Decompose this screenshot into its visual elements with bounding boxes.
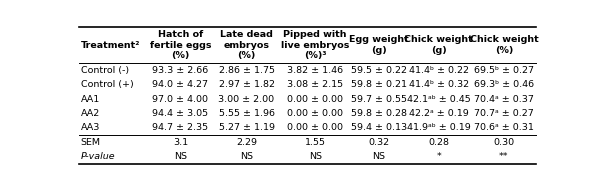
Text: Pipped with
live embryos
(%)³: Pipped with live embryos (%)³ <box>281 30 349 60</box>
Text: 0.32: 0.32 <box>368 138 389 147</box>
Text: 59.7 ± 0.55: 59.7 ± 0.55 <box>351 95 407 104</box>
Text: 2.97 ± 1.82: 2.97 ± 1.82 <box>218 80 275 89</box>
Text: 70.6ᵃ ± 0.31: 70.6ᵃ ± 0.31 <box>474 123 534 132</box>
Text: 2.29: 2.29 <box>236 138 257 147</box>
Text: 70.7ᵃ ± 0.27: 70.7ᵃ ± 0.27 <box>474 109 534 118</box>
Text: 0.00 ± 0.00: 0.00 ± 0.00 <box>287 95 343 104</box>
Text: Late dead
embryos
(%): Late dead embryos (%) <box>220 30 273 60</box>
Text: 59.5 ± 0.22: 59.5 ± 0.22 <box>351 66 407 75</box>
Text: Chick weight
(g): Chick weight (g) <box>404 35 473 55</box>
Text: 0.00 ± 0.00: 0.00 ± 0.00 <box>287 123 343 132</box>
Text: NS: NS <box>309 152 322 161</box>
Text: NS: NS <box>174 152 187 161</box>
Text: Control (-): Control (-) <box>80 66 129 75</box>
Text: SEM: SEM <box>80 138 101 147</box>
Text: 97.0 ± 4.00: 97.0 ± 4.00 <box>152 95 208 104</box>
Text: 42.1ᵃᵇ ± 0.45: 42.1ᵃᵇ ± 0.45 <box>407 95 470 104</box>
Text: 3.00 ± 2.00: 3.00 ± 2.00 <box>218 95 275 104</box>
Text: 3.82 ± 1.46: 3.82 ± 1.46 <box>287 66 343 75</box>
Text: AA3: AA3 <box>80 123 100 132</box>
Text: 94.7 ± 2.35: 94.7 ± 2.35 <box>152 123 208 132</box>
Text: 59.8 ± 0.21: 59.8 ± 0.21 <box>351 80 407 89</box>
Text: 59.4 ± 0.13: 59.4 ± 0.13 <box>351 123 407 132</box>
Text: 94.0 ± 4.27: 94.0 ± 4.27 <box>152 80 208 89</box>
Text: 0.30: 0.30 <box>493 138 514 147</box>
Text: 5.55 ± 1.96: 5.55 ± 1.96 <box>218 109 275 118</box>
Text: 70.4ᵃ ± 0.37: 70.4ᵃ ± 0.37 <box>474 95 534 104</box>
Text: 41.4ᵇ ± 0.22: 41.4ᵇ ± 0.22 <box>409 66 469 75</box>
Text: Treatment²: Treatment² <box>80 41 140 50</box>
Text: Hatch of
fertile eggs
(%): Hatch of fertile eggs (%) <box>149 30 211 60</box>
Text: 2.86 ± 1.75: 2.86 ± 1.75 <box>218 66 275 75</box>
Text: 3.08 ± 2.15: 3.08 ± 2.15 <box>287 80 343 89</box>
Text: 5.27 ± 1.19: 5.27 ± 1.19 <box>218 123 275 132</box>
Text: Control (+): Control (+) <box>80 80 133 89</box>
Text: *: * <box>436 152 441 161</box>
Text: AA1: AA1 <box>80 95 100 104</box>
Text: 1.55: 1.55 <box>305 138 326 147</box>
Text: **: ** <box>499 152 509 161</box>
Text: 93.3 ± 2.66: 93.3 ± 2.66 <box>152 66 208 75</box>
Text: 69.5ᵇ ± 0.27: 69.5ᵇ ± 0.27 <box>474 66 534 75</box>
Text: 0.00 ± 0.00: 0.00 ± 0.00 <box>287 109 343 118</box>
Text: P-value: P-value <box>80 152 115 161</box>
Text: Chick weight
(%): Chick weight (%) <box>470 35 538 55</box>
Text: AA2: AA2 <box>80 109 100 118</box>
Text: 42.2ᵃ ± 0.19: 42.2ᵃ ± 0.19 <box>409 109 469 118</box>
Text: NS: NS <box>240 152 253 161</box>
Text: 0.28: 0.28 <box>428 138 449 147</box>
Text: Egg weight
(g): Egg weight (g) <box>349 35 409 55</box>
Text: 41.4ᵇ ± 0.32: 41.4ᵇ ± 0.32 <box>409 80 469 89</box>
Text: NS: NS <box>373 152 385 161</box>
Text: 59.8 ± 0.28: 59.8 ± 0.28 <box>351 109 407 118</box>
Text: 69.3ᵇ ± 0.46: 69.3ᵇ ± 0.46 <box>474 80 534 89</box>
Text: 3.1: 3.1 <box>173 138 188 147</box>
Text: 94.4 ± 3.05: 94.4 ± 3.05 <box>152 109 208 118</box>
Text: 41.9ᵃᵇ ± 0.19: 41.9ᵃᵇ ± 0.19 <box>407 123 470 132</box>
